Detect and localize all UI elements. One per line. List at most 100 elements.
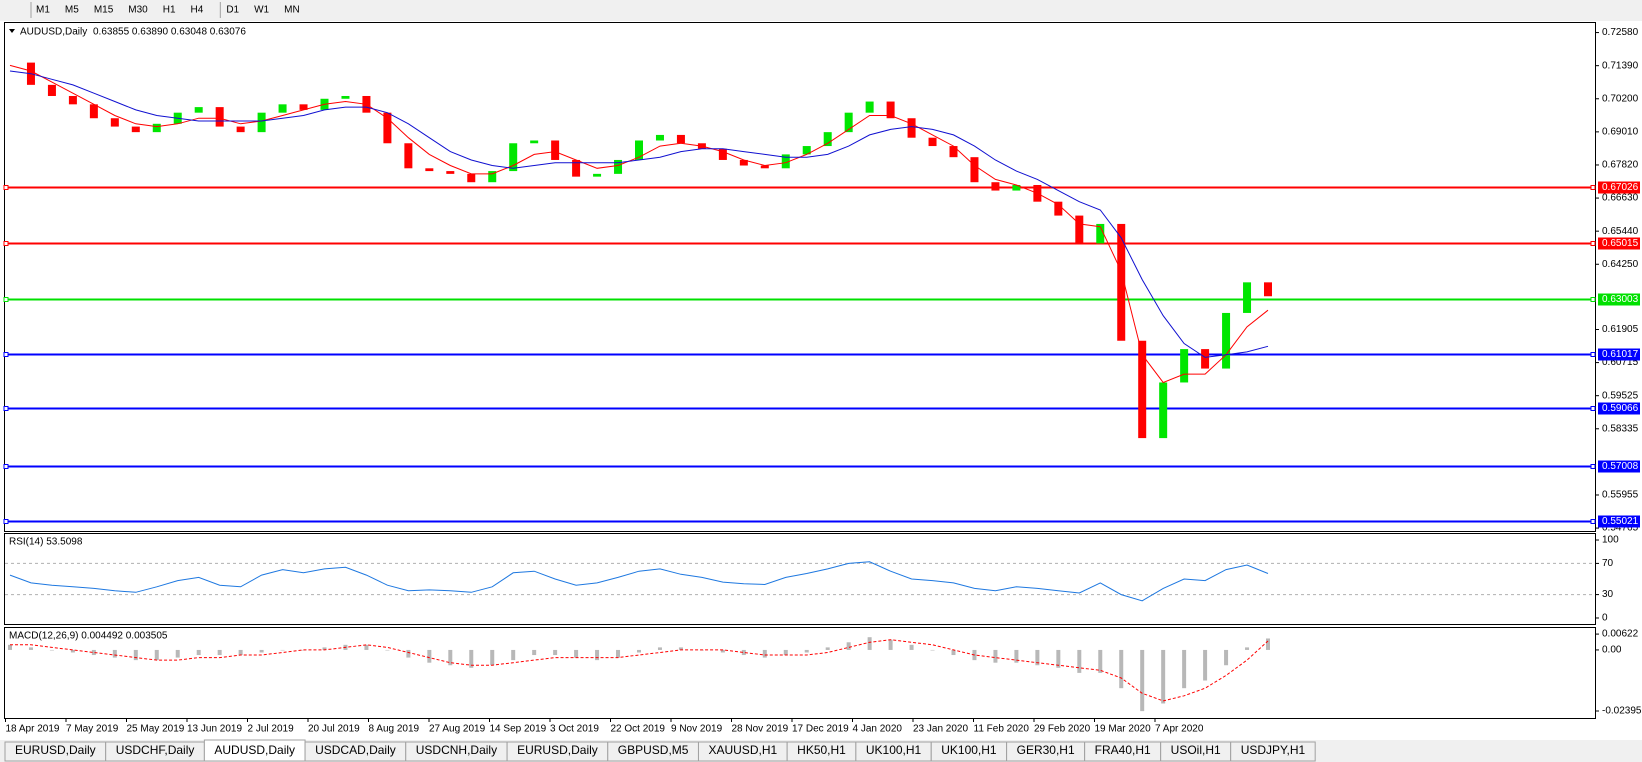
candle-body (488, 171, 497, 183)
timeframe-button[interactable]: M1 (36, 5, 50, 16)
macd-bar (867, 637, 872, 650)
timeframe-button[interactable]: M15 (94, 5, 114, 16)
main-panel (4, 22, 1596, 532)
date-label: 3 Oct 2019 (550, 724, 599, 735)
y-tick-label: 0.64250 (1602, 259, 1639, 270)
tab[interactable]: AUDUSD,Daily (203, 739, 306, 762)
tab[interactable]: GBPUSD,M5 (607, 741, 699, 762)
macd-bar (322, 647, 327, 650)
tab[interactable]: XAUUSD,H1 (697, 741, 788, 762)
candle-body (383, 112, 392, 144)
candle-body (676, 134, 685, 144)
macd-bar (930, 649, 935, 651)
macd-bar (762, 649, 767, 658)
macd-bar (1203, 649, 1208, 681)
timeframe-button[interactable]: D1 (226, 5, 239, 16)
rsi-title: RSI(14) 53.5098 (9, 537, 83, 548)
tab[interactable]: EURUSD,Daily (4, 741, 107, 762)
tab[interactable]: USDJPY,H1 (1230, 741, 1316, 762)
candle-body (446, 171, 455, 174)
tab-label: FRA40,H1 (1095, 743, 1151, 757)
level-handle[interactable] (1590, 406, 1596, 411)
timeframe-button[interactable]: MN (284, 5, 300, 16)
macd-tick-label: 0.00622 (1602, 629, 1639, 640)
tab-label: USDCAD,Daily (315, 743, 396, 757)
timeframe-button[interactable]: W1 (254, 5, 269, 16)
date-label: 19 Mar 2020 (1095, 724, 1152, 735)
candle-body (823, 132, 832, 147)
macd-bar (427, 649, 432, 663)
level-handle[interactable] (1590, 185, 1596, 190)
timeframe-button[interactable]: M5 (65, 5, 79, 16)
level-handle[interactable] (3, 297, 9, 302)
tab[interactable]: HK50,H1 (786, 741, 857, 762)
level-label-bg (1598, 348, 1640, 361)
tab[interactable]: GER30,H1 (1006, 741, 1086, 762)
candle-body (425, 168, 434, 172)
tab[interactable]: UK100,H1 (855, 741, 932, 762)
timeframe-button[interactable]: M30 (128, 5, 148, 16)
macd-bar (49, 649, 54, 651)
macd-bar (1161, 649, 1166, 704)
level-handle[interactable] (3, 464, 9, 469)
level-label: 0.63003 (1602, 294, 1639, 305)
level-handle[interactable] (3, 352, 9, 357)
macd-bar (657, 647, 662, 650)
candle-body (614, 159, 623, 174)
macd-bar (1014, 649, 1019, 663)
date-label: 20 Jul 2019 (308, 724, 360, 735)
level-label-bg (1598, 293, 1640, 306)
macd-bar (1077, 649, 1082, 673)
tab[interactable]: UK100,H1 (930, 741, 1008, 762)
level-handle[interactable] (1590, 352, 1596, 357)
y-tick-label: 0.66630 (1602, 193, 1639, 204)
macd-bar (825, 647, 830, 650)
candle-body (467, 173, 476, 183)
date-label: 29 Feb 2020 (1034, 724, 1091, 735)
macd-bar (678, 647, 683, 650)
candle-body (1180, 349, 1189, 383)
candle-body (194, 107, 203, 113)
macd-bar (259, 649, 264, 653)
candle-body (970, 157, 979, 183)
candle-body (1096, 223, 1105, 244)
candle-body (68, 95, 77, 105)
macd-bar (909, 644, 914, 650)
macd-bar (28, 647, 33, 650)
level-label: 0.59066 (1602, 403, 1639, 414)
tab[interactable]: FRA40,H1 (1084, 741, 1162, 762)
y-tick-label: 0.61905 (1602, 324, 1639, 335)
level-label: 0.57008 (1602, 461, 1639, 472)
level-handle[interactable] (1590, 297, 1596, 302)
macd-bar (1056, 649, 1061, 668)
tab-label: EURUSD,Daily (517, 743, 598, 757)
level-handle[interactable] (3, 185, 9, 190)
tab[interactable]: USDCHF,Daily (105, 741, 205, 762)
level-handle[interactable] (1590, 519, 1596, 524)
macd-bar (238, 649, 243, 656)
timeframe-button[interactable]: H1 (163, 5, 176, 16)
tab[interactable]: EURUSD,Daily (506, 741, 609, 762)
macd-bar (951, 649, 956, 656)
level-handle[interactable] (1590, 241, 1596, 246)
tab[interactable]: USDCAD,Daily (304, 741, 407, 762)
date-label: 7 May 2019 (66, 724, 119, 735)
tab[interactable]: USOil,H1 (1160, 741, 1232, 762)
symbol-menu-icon[interactable] (9, 29, 15, 33)
level-handle[interactable] (3, 519, 9, 524)
level-handle[interactable] (1590, 464, 1596, 469)
candle-body (131, 126, 140, 133)
candle-body (802, 146, 811, 155)
level-handle[interactable] (3, 406, 9, 411)
candle-body (257, 112, 266, 133)
candle-body (781, 154, 790, 169)
candle-body (760, 165, 769, 169)
level-handle[interactable] (3, 241, 9, 246)
timeframe-button[interactable]: H4 (191, 5, 204, 16)
tab[interactable]: USDCNH,Daily (405, 741, 508, 762)
level-label-bg (1598, 181, 1640, 194)
tab-label: XAUUSD,H1 (708, 743, 777, 757)
candle-body (1138, 340, 1147, 439)
macd-bar (993, 649, 998, 663)
tab-label: USDCHF,Daily (116, 743, 195, 757)
